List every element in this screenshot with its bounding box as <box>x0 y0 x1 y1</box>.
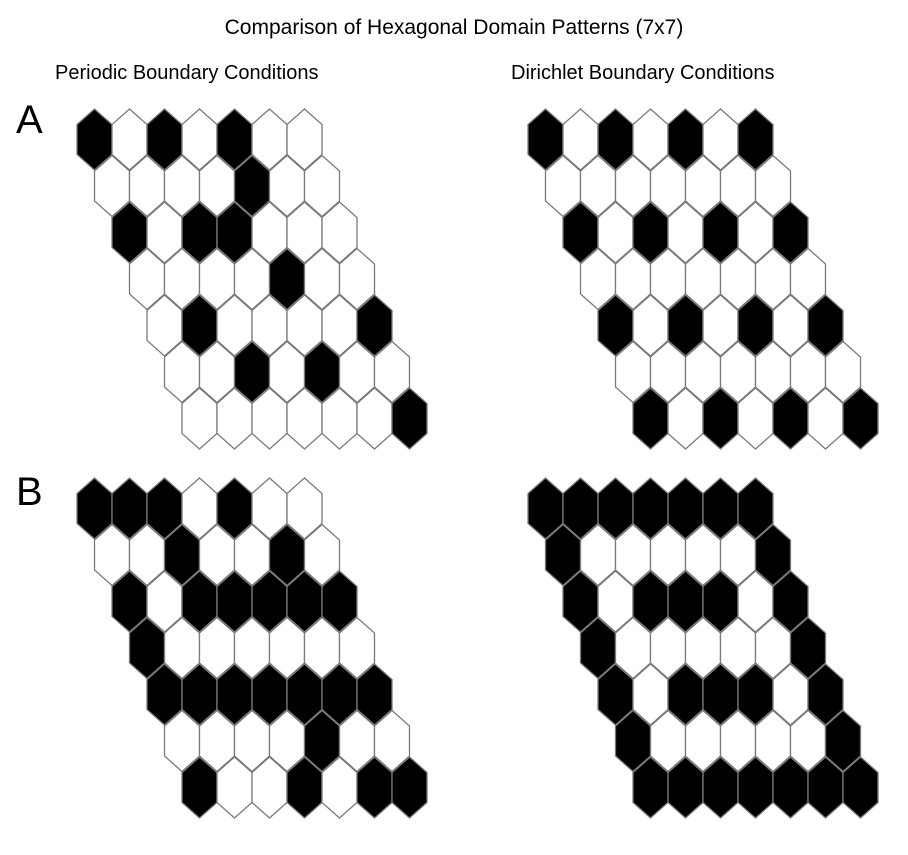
column-title-dirichlet: Dirichlet Boundary Conditions <box>511 62 775 84</box>
filled-hex-cell <box>772 201 809 264</box>
filled-hex-cell <box>789 616 827 680</box>
filled-hex-cell <box>807 663 844 726</box>
filled-hex-cell <box>737 477 774 540</box>
empty-hex-cell <box>373 709 411 773</box>
empty-hex-cell <box>373 340 411 404</box>
filled-hex-cell <box>391 756 428 819</box>
row-label-b: B <box>16 470 43 514</box>
empty-hex-cell <box>321 201 358 264</box>
filled-hex-cell <box>356 294 393 357</box>
filled-hex-cell <box>321 570 358 633</box>
hex-grid-b-periodic <box>76 477 428 819</box>
hex-grid-a-periodic <box>76 108 428 450</box>
empty-hex-cell <box>338 247 376 311</box>
empty-hex-cell <box>824 340 862 404</box>
filled-hex-cell <box>807 294 844 357</box>
empty-hex-cell <box>789 247 827 311</box>
empty-hex-cell <box>303 523 341 587</box>
empty-hex-cell <box>286 108 323 171</box>
filled-hex-cell <box>772 570 809 633</box>
hex-grid-b-dirichlet <box>527 477 879 819</box>
hex-grid-a-dirichlet <box>527 108 879 450</box>
filled-hex-cell <box>356 663 393 726</box>
empty-hex-cell <box>286 477 323 540</box>
filled-hex-cell <box>842 387 879 450</box>
column-title-periodic: Periodic Boundary Conditions <box>55 62 319 84</box>
row-label-a: A <box>16 98 43 142</box>
empty-hex-cell <box>303 154 341 218</box>
figure-title: Comparison of Hexagonal Domain Patterns … <box>224 16 684 39</box>
empty-hex-cell <box>754 154 792 218</box>
filled-hex-cell <box>842 756 879 819</box>
filled-hex-cell <box>737 108 774 171</box>
filled-hex-cell <box>754 523 792 587</box>
filled-hex-cell <box>824 709 862 773</box>
filled-hex-cell <box>391 387 428 450</box>
empty-hex-cell <box>338 616 376 680</box>
